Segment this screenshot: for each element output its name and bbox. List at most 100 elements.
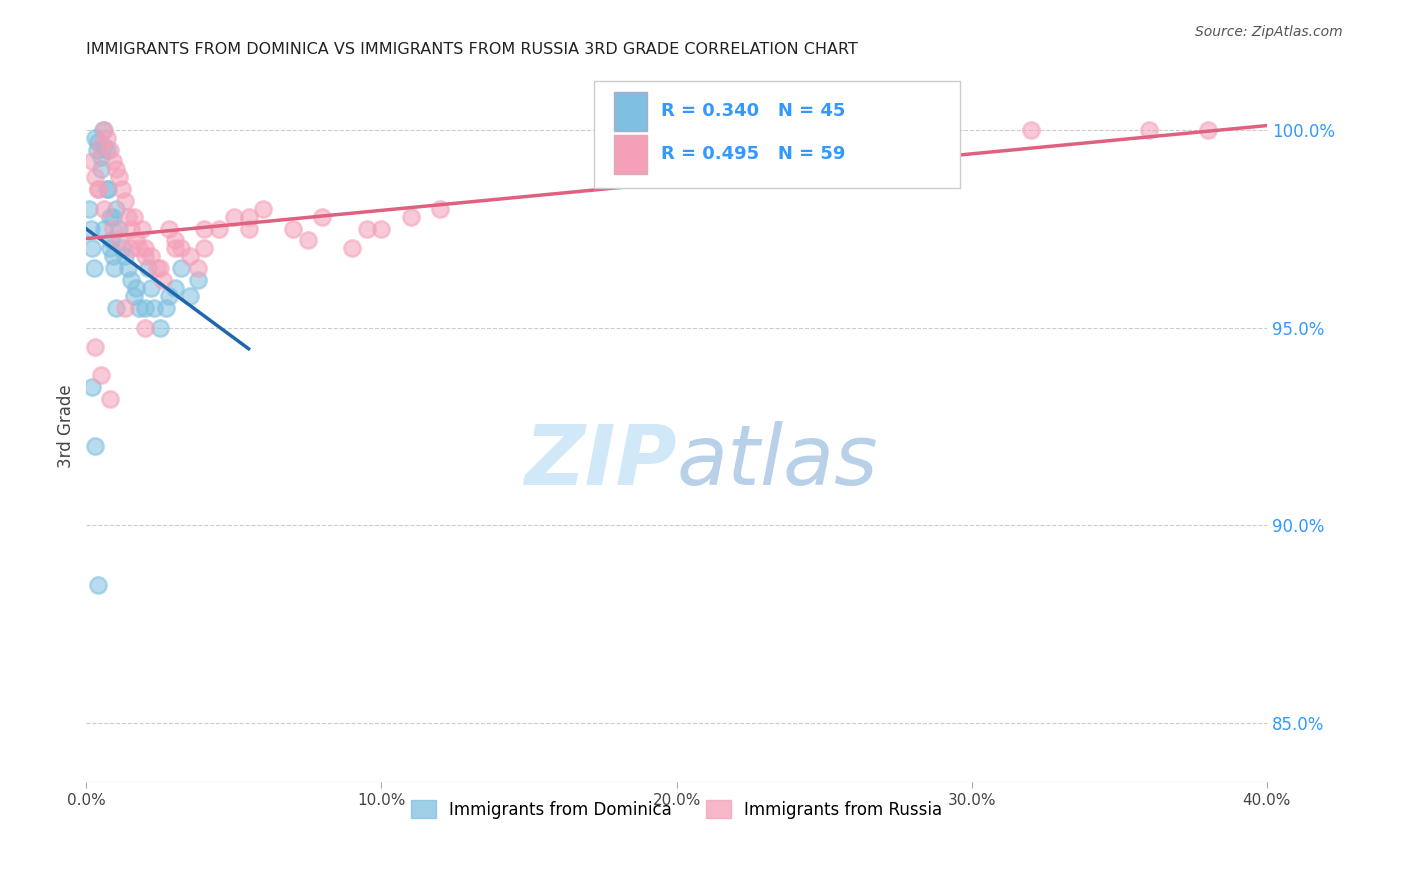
Point [155,301,177,315]
Point [100,234,122,248]
Point [157,289,180,303]
Point [86,143,108,157]
Point [170,261,193,276]
Point [90,138,112,153]
Point [111,241,134,255]
Point [82,241,104,255]
Point [222,210,245,224]
Point [91,122,114,136]
Point [90,162,112,177]
Point [117,210,139,224]
Point [356,221,378,235]
Point [193,221,215,235]
Point [238,210,260,224]
Text: R = 0.340   N = 45: R = 0.340 N = 45 [661,103,845,120]
Point [84,170,107,185]
Point [84,340,107,354]
Point [141,281,163,295]
Point [136,261,159,276]
Point [252,202,274,216]
Point [163,281,186,295]
Point [429,202,451,216]
Point [134,320,156,334]
Point [101,210,124,224]
Point [96,143,118,157]
Point [901,122,924,136]
Point [87,135,110,149]
Point [128,241,150,255]
Point [163,234,186,248]
Point [87,182,110,196]
Point [1019,122,1042,136]
Point [163,241,186,255]
Point [281,221,304,235]
Y-axis label: 3rd Grade: 3rd Grade [58,384,75,468]
Point [125,234,148,248]
Point [370,221,392,235]
Point [77,202,100,216]
Text: IMMIGRANTS FROM DOMINICA VS IMMIGRANTS FROM RUSSIA 3RD GRADE CORRELATION CHART: IMMIGRANTS FROM DOMINICA VS IMMIGRANTS F… [86,42,858,57]
Point [122,289,145,303]
Point [93,138,115,153]
Point [98,241,121,255]
Point [179,249,201,263]
Point [90,368,112,382]
Text: ZIP: ZIP [524,422,676,502]
Text: atlas: atlas [676,422,879,502]
Point [114,194,136,208]
Bar [614,135,647,174]
Point [120,273,142,287]
Point [98,143,121,157]
Point [96,130,118,145]
Point [107,234,129,248]
Legend: Immigrants from Dominica, Immigrants from Russia: Immigrants from Dominica, Immigrants fro… [405,794,949,825]
Text: Source: ZipAtlas.com: Source: ZipAtlas.com [1195,25,1343,39]
Point [98,210,121,224]
Point [90,151,112,165]
Point [107,221,129,235]
Point [187,273,209,287]
Point [96,182,118,196]
Point [111,182,134,196]
Point [128,301,150,315]
Text: R = 0.495   N = 59: R = 0.495 N = 59 [661,145,845,163]
Point [131,221,153,235]
Point [1197,122,1219,136]
Point [83,261,105,276]
Point [238,221,260,235]
Point [93,202,115,216]
Point [340,241,363,255]
Point [93,221,115,235]
Point [297,234,319,248]
Point [101,249,124,263]
Point [134,301,156,315]
Point [103,261,125,276]
Point [120,241,142,255]
Point [170,241,193,255]
Point [149,261,172,276]
Point [107,170,129,185]
Point [208,221,231,235]
Point [82,380,104,394]
Point [311,210,333,224]
Point [80,221,103,235]
FancyBboxPatch shape [593,81,960,188]
Point [193,241,215,255]
Point [114,301,136,315]
Point [84,130,107,145]
Point [125,281,148,295]
Point [399,210,422,224]
Bar [614,92,647,131]
Point [114,249,136,263]
Point [98,392,121,406]
Point [134,241,156,255]
Point [87,182,110,196]
Point [101,154,124,169]
Point [104,301,127,315]
Point [97,182,120,196]
Point [84,439,107,453]
Point [101,221,124,235]
Point [87,577,110,591]
Point [149,320,172,334]
Point [117,261,139,276]
